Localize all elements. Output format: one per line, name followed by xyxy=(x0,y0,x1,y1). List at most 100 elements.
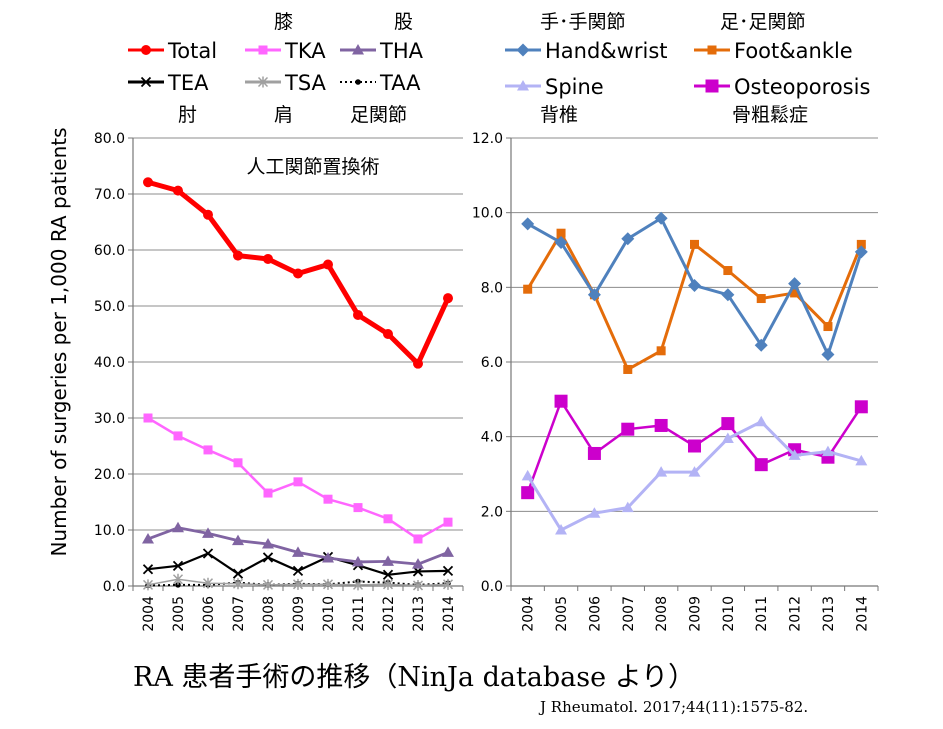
y-tick-label: 60.0 xyxy=(94,243,125,259)
y-tick-label: 0.0 xyxy=(481,579,503,595)
x-tick-label: 2005 xyxy=(171,596,187,632)
data-point-tsa xyxy=(442,578,454,590)
legend-label: TSA xyxy=(284,71,327,95)
data-point-tsa xyxy=(322,578,334,590)
data-point-tka xyxy=(353,503,363,513)
data-point-foot-ankle xyxy=(556,228,566,238)
x-tick-label: 2007 xyxy=(231,596,247,632)
legend-label-ja: 膝 xyxy=(274,11,293,33)
data-point-hand-wrist xyxy=(554,236,568,250)
data-point-total xyxy=(413,358,423,369)
legend-item-taa: TAA 足関節 xyxy=(340,71,421,126)
data-point-tsa xyxy=(352,579,364,591)
legend-marker xyxy=(355,79,361,85)
data-point-tsa xyxy=(292,578,304,590)
data-point-tha xyxy=(172,521,184,533)
x-tick-label: 2005 xyxy=(554,596,570,632)
y-tick-label: 50.0 xyxy=(94,299,125,315)
x-tick-label: 2009 xyxy=(291,596,307,632)
data-point-tka xyxy=(293,477,303,487)
data-point-tha xyxy=(412,558,424,569)
x-tick-label: 2010 xyxy=(721,596,737,632)
legend-marker xyxy=(516,43,530,57)
data-point-total xyxy=(263,253,273,264)
data-point-spine xyxy=(721,432,734,444)
data-point-hand-wrist xyxy=(754,338,768,352)
y-tick-label: 0.0 xyxy=(103,579,125,595)
data-point-total xyxy=(383,329,393,339)
data-point-hand-wrist xyxy=(688,278,701,292)
legend-label: Foot&ankle xyxy=(734,39,853,63)
data-point-tea xyxy=(442,565,454,577)
data-point-tka xyxy=(263,488,273,498)
data-point-foot-ankle xyxy=(823,322,833,332)
data-point-tka xyxy=(203,445,213,455)
x-tick-label: 2008 xyxy=(261,596,277,632)
legend-label-ja: 背椎 xyxy=(540,104,578,126)
y-tick-label: 40.0 xyxy=(94,355,125,371)
data-point-osteoporosis xyxy=(621,422,635,436)
data-point-tka xyxy=(383,514,393,524)
y-tick-label: 30.0 xyxy=(94,411,125,427)
data-point-tea xyxy=(262,552,274,563)
legend-label: Spine xyxy=(545,75,604,99)
data-point-tsa xyxy=(202,577,214,589)
data-point-spine xyxy=(555,524,568,535)
data-point-tha xyxy=(202,527,214,538)
x-tick-label: 2011 xyxy=(754,596,770,632)
annotation-text: 人工関節置換術 xyxy=(246,156,379,178)
data-point-tka xyxy=(323,494,333,504)
legend: Total TKA 膝 THA 股 TEA 肘 TSA 肩 TAA 足関節 Hand&wrist 手･手… xyxy=(128,11,870,126)
data-point-total xyxy=(203,209,213,220)
x-tick-label: 2012 xyxy=(381,596,397,632)
figure-caption: RA 患者手術の推移（NinJa database より） xyxy=(133,662,695,693)
series-spine xyxy=(521,415,868,535)
y-tick-label: 70.0 xyxy=(94,187,125,203)
data-point-tka xyxy=(233,458,243,468)
series-hand-wrist xyxy=(521,211,868,362)
legend-label: TAA xyxy=(379,71,421,95)
x-tick-label: 2010 xyxy=(321,596,337,632)
data-point-tea xyxy=(202,548,214,559)
series-line-foot-ankle xyxy=(526,231,863,371)
data-point-tha xyxy=(262,538,274,549)
data-point-tea xyxy=(382,569,394,580)
data-point-tsa xyxy=(382,578,394,590)
data-point-osteoporosis xyxy=(587,446,601,460)
legend-label-ja: 手･手関節 xyxy=(540,11,626,33)
y-tick-label: 6.0 xyxy=(481,355,503,371)
legend-label-ja: 骨粗鬆症 xyxy=(732,104,808,126)
data-point-tka xyxy=(413,534,423,544)
y-axis-label: Number of surgeries per 1,000 RA patient… xyxy=(47,127,71,556)
data-point-total xyxy=(143,177,153,188)
data-point-tea xyxy=(292,565,304,577)
data-point-tha xyxy=(142,532,154,544)
other-surgery-panel: 0.0 2.0 4.0 6.0 8.0 10.0 12.0 2004 2005 2006 2007 2… xyxy=(472,131,879,632)
x-tick-label: 2012 xyxy=(788,596,804,632)
joint-replacement-panel: 0.0 10.0 20.0 30.0 40.0 50.0 60.0 70.0 80.0 2004 2… xyxy=(47,127,464,632)
data-point-spine xyxy=(588,507,601,518)
data-point-foot-ankle xyxy=(623,364,633,374)
legend-marker xyxy=(140,76,152,88)
data-point-osteoporosis xyxy=(854,400,868,414)
x-tick-label: 2013 xyxy=(821,596,837,632)
series-tea xyxy=(142,548,454,580)
legend-label: TEA xyxy=(167,71,209,95)
data-point-foot-ankle xyxy=(856,239,866,249)
x-tick-label: 2009 xyxy=(688,596,704,632)
data-point-spine xyxy=(755,415,768,427)
legend-marker xyxy=(705,79,719,93)
data-point-hand-wrist xyxy=(854,245,868,259)
data-point-hand-wrist xyxy=(587,288,601,302)
data-point-osteoporosis xyxy=(521,486,535,500)
data-point-foot-ankle xyxy=(523,284,533,294)
data-point-hand-wrist xyxy=(721,288,735,302)
data-point-spine xyxy=(788,449,801,460)
x-tick-label: 2004 xyxy=(521,596,537,632)
data-point-osteoporosis xyxy=(754,458,768,472)
legend-label: Hand&wrist xyxy=(545,39,668,63)
y-tick-label: 10.0 xyxy=(472,206,503,222)
x-tick-label: 2006 xyxy=(201,596,217,632)
legend-label: THA xyxy=(379,39,424,63)
data-point-tsa xyxy=(412,579,424,591)
